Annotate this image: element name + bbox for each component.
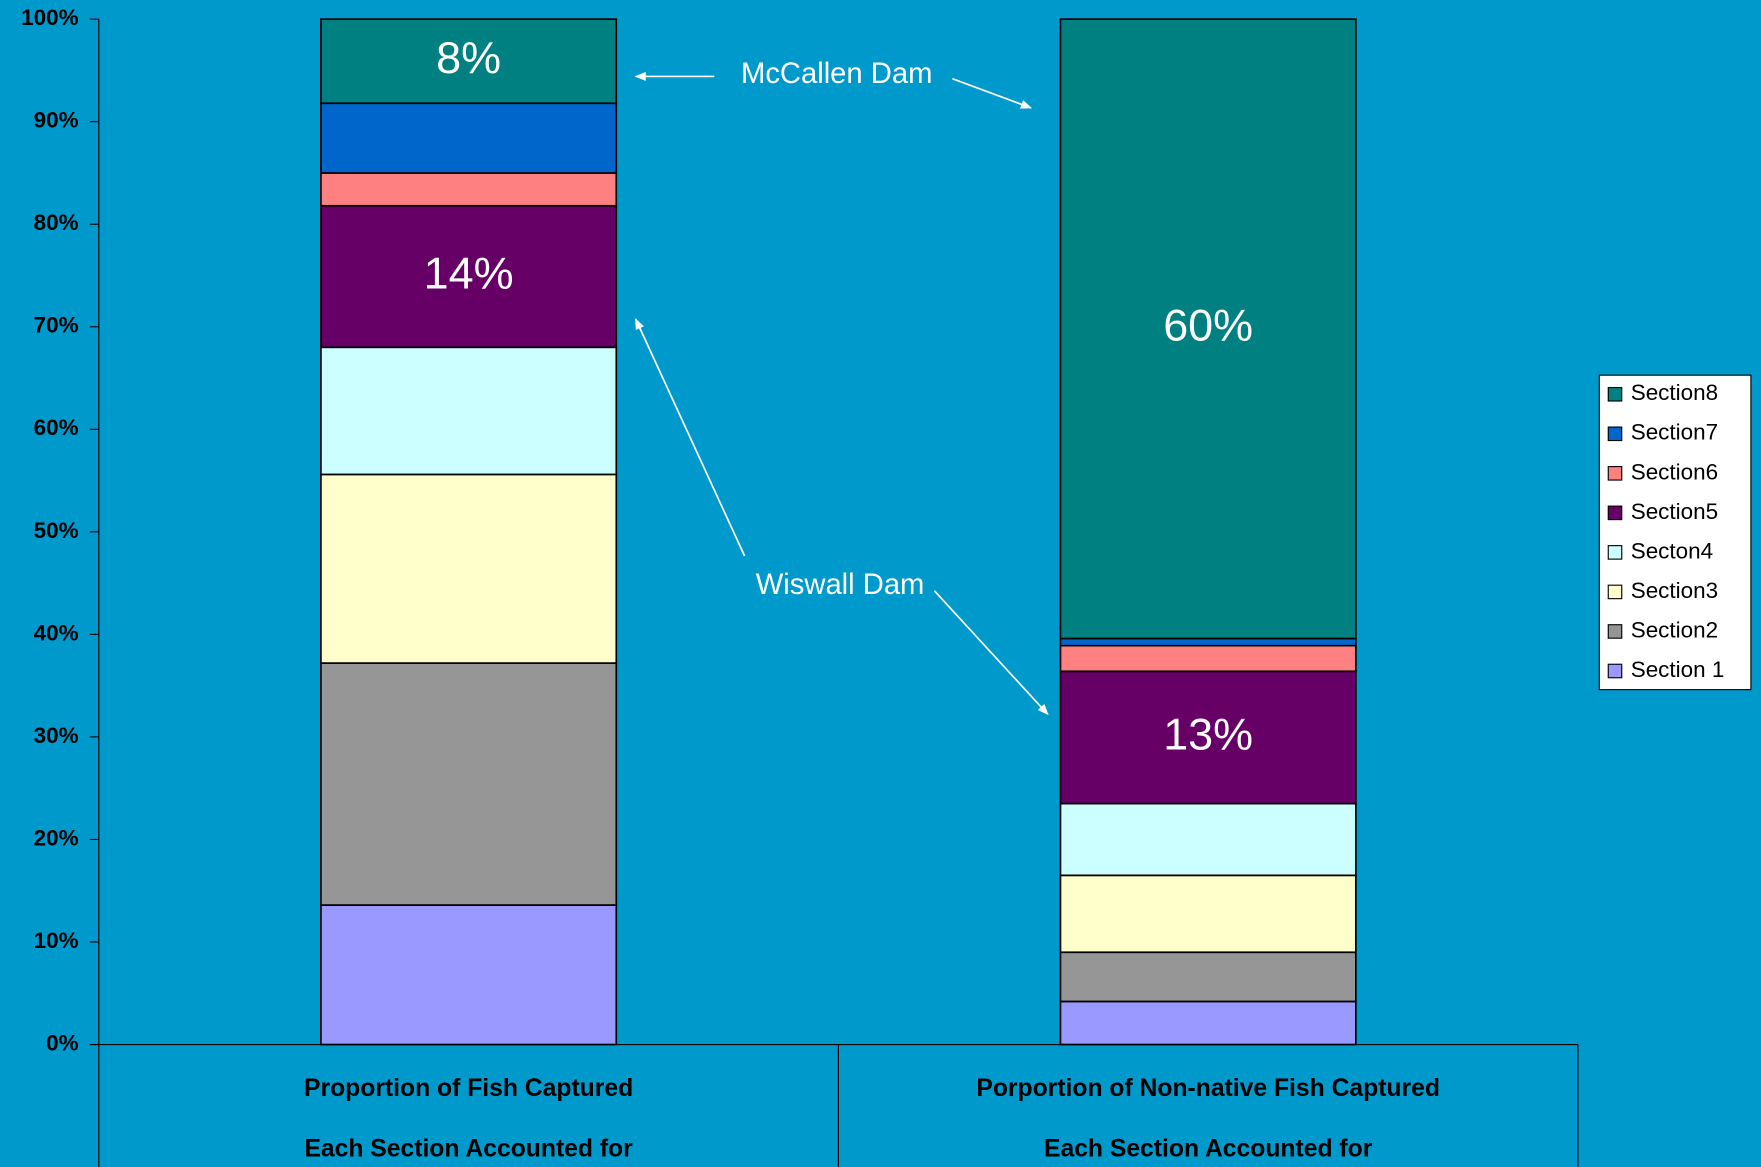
bar-segment [320, 904, 618, 1046]
legend-box [1598, 374, 1752, 691]
arrow [634, 317, 746, 557]
legend-label: Section 1 [1631, 657, 1725, 682]
legend-swatch [1607, 584, 1623, 600]
legend-label: Section7 [1631, 420, 1718, 445]
bar-segment [320, 473, 618, 664]
bar-segment [1059, 670, 1357, 805]
legend-label: Secton4 [1631, 538, 1713, 563]
y-tick-label: 50% [34, 518, 79, 543]
legend-label: Section5 [1631, 499, 1718, 524]
bar-segment [320, 102, 618, 174]
arrow [933, 590, 1049, 716]
annotation: McCallen Dam [741, 58, 932, 90]
legend-swatch [1607, 545, 1623, 560]
legend-swatch [1607, 466, 1623, 481]
bar-segment [1059, 637, 1357, 647]
legend-swatch [1607, 663, 1623, 679]
y-tick-label: 20% [34, 825, 79, 850]
y-tick-label: 0% [46, 1030, 78, 1055]
x-tick-label: Each Section Accounted for [1044, 1136, 1373, 1163]
data-label: 14% [424, 247, 514, 298]
bar-segment [320, 346, 618, 476]
y-tick-label: 40% [34, 620, 79, 645]
bar-segment [1059, 644, 1357, 673]
annotation: Wiswall Dam [756, 569, 925, 601]
legend-swatch [1607, 624, 1623, 639]
x-tick-label: Porportion of Non-native Fish Captured [976, 1075, 1440, 1102]
bar-segment [1059, 18, 1357, 640]
y-tick-label: 60% [34, 415, 79, 440]
bar-segment [1059, 1000, 1357, 1046]
x-tick-label: Each Section Accounted for [304, 1136, 633, 1163]
arrow [952, 77, 1033, 109]
legend-label: Section3 [1631, 578, 1718, 603]
legend-swatch [1607, 505, 1623, 521]
data-label: 8% [436, 32, 501, 83]
bar-segment [1059, 874, 1357, 954]
bar-segment [320, 18, 618, 105]
legend-label: Section8 [1631, 380, 1718, 405]
data-label: 60% [1163, 300, 1253, 351]
legend-label: Section6 [1631, 459, 1718, 484]
bar-segment [1059, 951, 1357, 1003]
y-tick-label: 80% [34, 210, 79, 235]
legend-label: Section2 [1631, 617, 1718, 642]
y-tick-label: 100% [21, 5, 78, 30]
bar-segment [320, 172, 618, 207]
x-tick-label: Proportion of Fish Captured [304, 1075, 633, 1102]
legend-swatch [1607, 386, 1623, 402]
data-label: 13% [1163, 708, 1253, 759]
y-tick-label: 90% [34, 108, 79, 133]
y-tick-label: 30% [34, 723, 79, 748]
legend-swatch [1607, 426, 1623, 442]
y-tick-label: 70% [34, 313, 79, 338]
y-tick-label: 10% [34, 928, 79, 953]
bar-segment [1059, 802, 1357, 877]
bar-segment [320, 662, 618, 906]
